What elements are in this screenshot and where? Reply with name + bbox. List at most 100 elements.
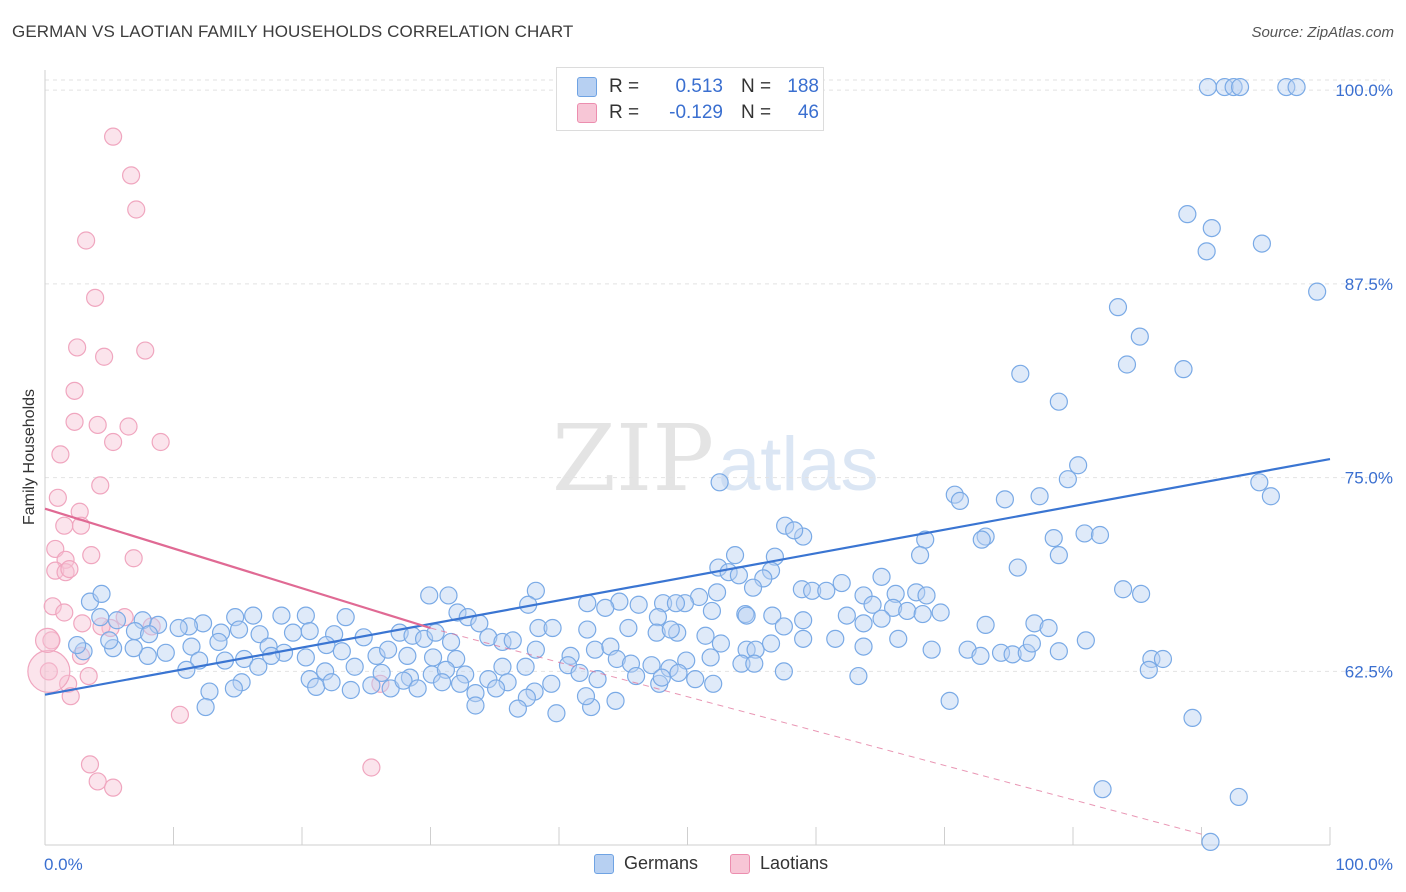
germans-point [826, 629, 845, 648]
legend-n-label: N = [741, 76, 772, 97]
germans-point [582, 697, 601, 717]
germans-point [1075, 524, 1094, 543]
legend-item-germans[interactable]: Germans [594, 853, 698, 874]
germans-point [872, 609, 891, 628]
germans-point [661, 620, 680, 639]
germans-point [316, 662, 335, 681]
germans-point [642, 656, 661, 675]
germans-point [889, 629, 908, 648]
germans-point [138, 646, 157, 666]
laotians-point [136, 341, 155, 360]
germans-point [448, 603, 467, 622]
watermark: ZIP atlas [552, 405, 879, 512]
germans-point [372, 663, 391, 683]
laotians-point [104, 432, 123, 452]
germans-point [898, 601, 917, 621]
germans-point [156, 643, 175, 662]
germans-point [576, 687, 596, 706]
germans-point [578, 620, 597, 639]
chart-title: GERMAN VS LAOTIAN FAMILY HOUSEHOLDS CORR… [12, 22, 574, 41]
laotians-point [68, 338, 87, 357]
germans-point [479, 670, 498, 689]
germans-point [1108, 298, 1128, 317]
laotians-point [127, 200, 146, 219]
germans-points [68, 77, 1327, 852]
germans-point [794, 527, 813, 546]
laotians-point [91, 476, 110, 495]
laotians-point [88, 772, 107, 791]
germans-point [394, 671, 413, 690]
germans-point [910, 546, 930, 565]
germans-point [529, 618, 548, 638]
laotians-point [121, 166, 141, 185]
legend-item-laotians[interactable]: Laotians [730, 853, 828, 874]
laotians-point [104, 127, 123, 146]
germans-point [479, 628, 498, 647]
germans-point [991, 643, 1011, 662]
germans-point [378, 640, 398, 659]
germans-point [1201, 832, 1220, 852]
laotians-point [43, 597, 62, 616]
germans-point [1229, 787, 1248, 807]
legend-n-label: N = [741, 102, 772, 123]
y-tick-label: 87.5% [1345, 275, 1393, 294]
germans-point [182, 637, 201, 656]
germans-point [1153, 649, 1173, 669]
tick-labels: 62.5% 75.0% 87.5% 100.0% 0.0% 100.0% [44, 81, 1393, 874]
germans-point [849, 666, 868, 686]
germans-point [543, 618, 562, 638]
germans-point [367, 646, 386, 666]
germans-point [702, 601, 722, 621]
germans-point [872, 567, 891, 586]
germans-point [526, 640, 545, 659]
germans-point [1058, 470, 1077, 489]
laotians-trend-line [44, 507, 431, 630]
laotians-point [124, 549, 143, 568]
germans-point [1049, 642, 1068, 661]
laotians-point [65, 412, 84, 431]
germans-point [1224, 77, 1243, 97]
germans-point [466, 696, 485, 715]
germans-point [229, 620, 249, 639]
germans-point [710, 473, 729, 492]
germans-point [1250, 473, 1269, 492]
germans-point [774, 662, 793, 681]
germans-point [439, 586, 458, 605]
legend-n-value-germans: 188 [787, 76, 819, 97]
y-tick-label: 75.0% [1345, 469, 1393, 488]
germans-point [1178, 205, 1197, 224]
germans-point [542, 674, 561, 693]
laotians-point [73, 614, 92, 633]
laotians-point [39, 662, 58, 681]
germans-point [508, 699, 527, 718]
germans-point [854, 614, 873, 633]
laotians-trend-extension [430, 627, 1202, 835]
germans-point [704, 674, 723, 693]
germans-point [322, 673, 341, 692]
laotians-point [86, 288, 105, 307]
germans-point [1139, 660, 1158, 679]
watermark-atlas: atlas [718, 422, 879, 507]
laotians-point [65, 381, 84, 400]
legend-r-label: R = [609, 102, 640, 123]
germans-point [972, 530, 991, 549]
germans-point [341, 680, 360, 700]
germans-point [995, 490, 1014, 509]
legend-swatch-germans [577, 77, 597, 97]
laotians-point [55, 603, 74, 622]
germans-point [272, 606, 291, 625]
germans-point [547, 704, 566, 723]
germans-point [606, 691, 625, 710]
germans-point [68, 635, 87, 655]
germans-point [725, 546, 745, 565]
germans-point [652, 668, 671, 687]
legend-label-germans: Germans [624, 853, 699, 873]
germans-point [332, 642, 351, 661]
germans-point [1008, 558, 1027, 577]
y-tick-label: 100.0% [1335, 81, 1393, 100]
germans-point [570, 663, 589, 683]
laotians-point [95, 347, 114, 366]
laotians-point [151, 432, 170, 452]
germans-point [250, 625, 269, 644]
